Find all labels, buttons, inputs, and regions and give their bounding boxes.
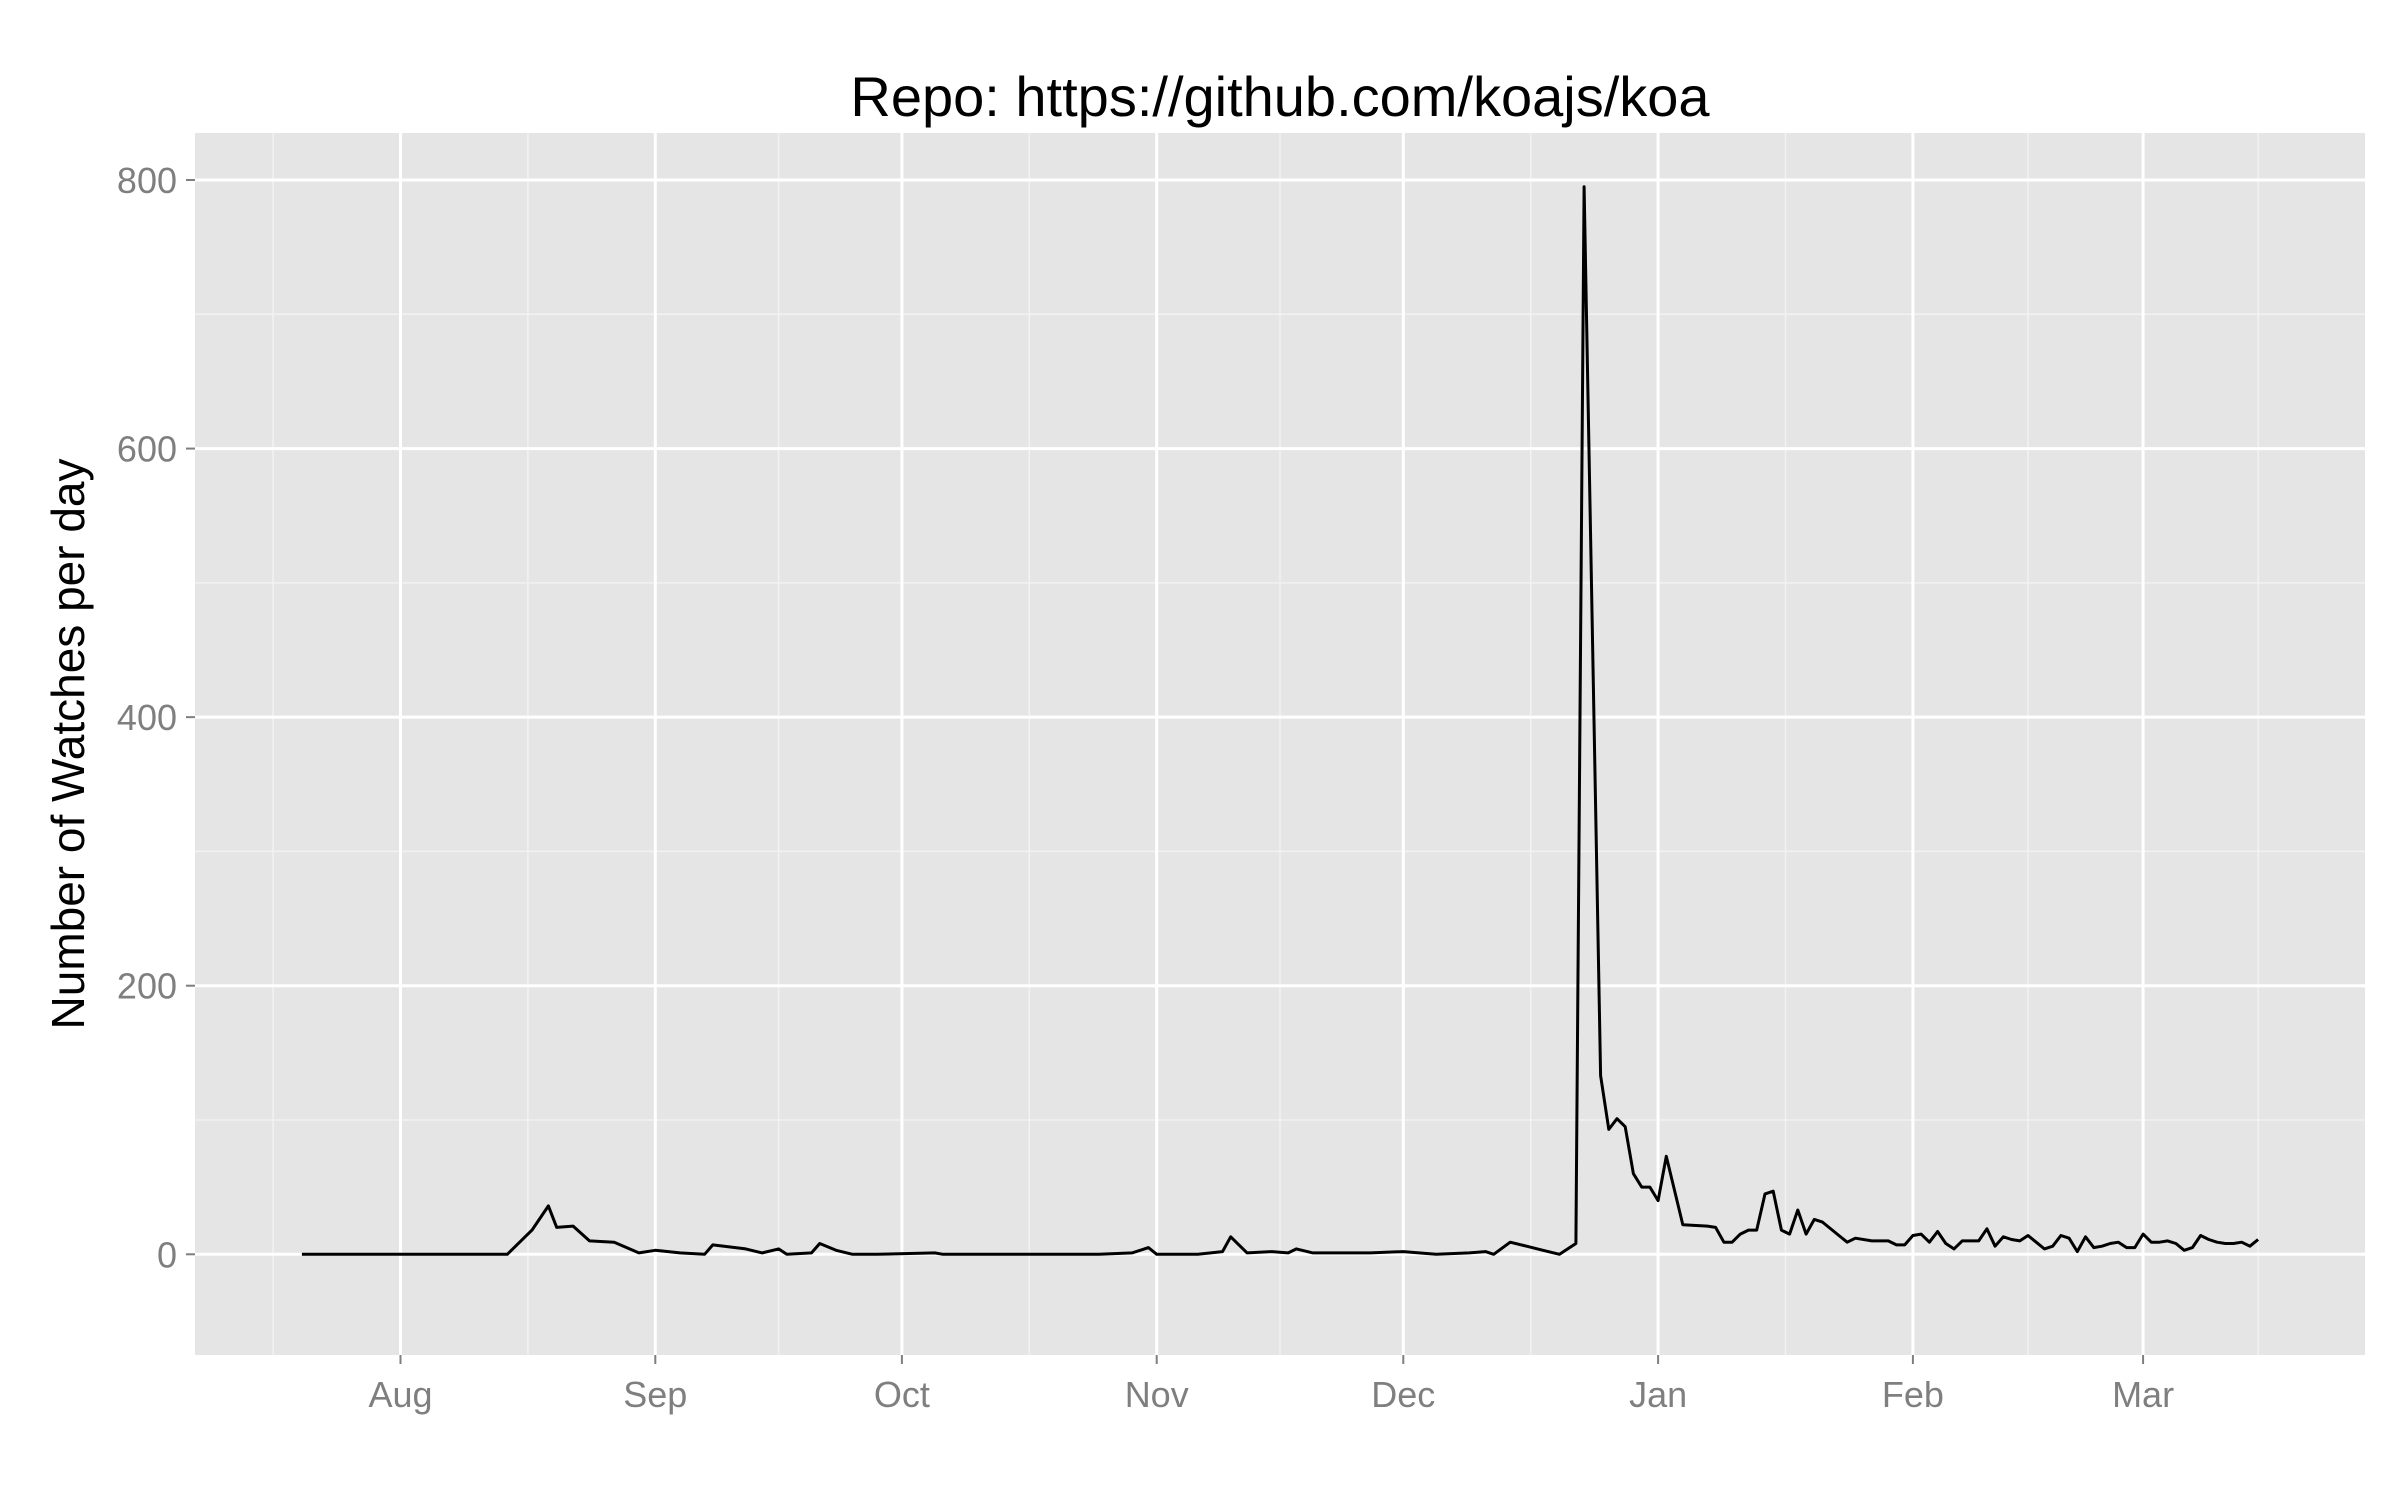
minor-gridlines — [195, 133, 2365, 1355]
y-tick-label: 0 — [157, 1234, 177, 1275]
x-tick-label: Aug — [368, 1374, 432, 1415]
x-tick-label: Dec — [1371, 1374, 1435, 1415]
series-line — [301, 185, 2260, 1256]
chart-title: Repo: https://github.com/koajs/koa — [850, 65, 1710, 128]
y-tick-label: 200 — [117, 966, 177, 1007]
y-tick-label: 600 — [117, 429, 177, 470]
x-tick-label: Oct — [874, 1374, 930, 1415]
y-tick-label: 400 — [117, 697, 177, 738]
x-axis: Aug Sep Oct Nov Dec Jan Feb Mar — [368, 1355, 2174, 1415]
x-tick-label: Sep — [623, 1374, 687, 1415]
y-tick-label: 800 — [117, 160, 177, 201]
y-axis-label: Number of Watches per day — [42, 459, 94, 1030]
x-tick-label: Feb — [1882, 1374, 1944, 1415]
x-tick-label: Nov — [1125, 1374, 1189, 1415]
y-axis: 0 200 400 600 800 — [117, 160, 195, 1275]
x-tick-label: Mar — [2112, 1374, 2174, 1415]
major-gridlines — [195, 133, 2365, 1355]
x-tick-label: Jan — [1629, 1374, 1687, 1415]
